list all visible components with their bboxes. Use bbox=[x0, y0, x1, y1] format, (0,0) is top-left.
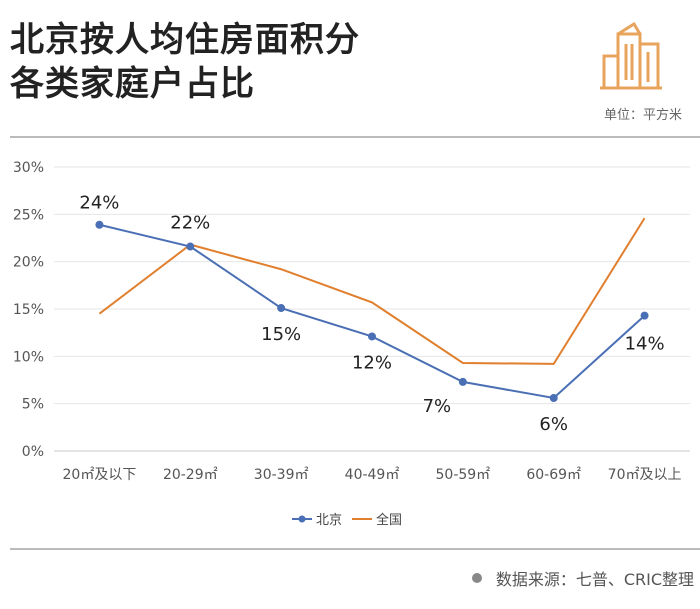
data-label: 12% bbox=[352, 352, 392, 373]
legend-label-beijing: 北京 bbox=[316, 513, 342, 528]
source-note: 数据来源：七普、CRIC整理 bbox=[471, 566, 694, 590]
legend-marker-beijing bbox=[298, 515, 306, 523]
data-label: 24% bbox=[79, 193, 119, 214]
data-point-beijing bbox=[277, 304, 286, 313]
data-label: 15% bbox=[261, 324, 301, 345]
y-tick-label: 20% bbox=[13, 255, 44, 271]
source-text: 数据来源：七普、CRIC整理 bbox=[495, 570, 694, 589]
x-tick-label: 40-49㎡ bbox=[345, 467, 400, 483]
data-label: 22% bbox=[170, 213, 210, 234]
x-tick-label: 50-59㎡ bbox=[436, 467, 491, 483]
unit-label: 单位：平方米 bbox=[603, 108, 682, 123]
y-tick-label: 30% bbox=[13, 160, 44, 176]
data-point-beijing bbox=[186, 242, 195, 251]
data-point-beijing bbox=[95, 220, 104, 229]
data-label: 6% bbox=[539, 414, 568, 435]
top-divider bbox=[10, 136, 700, 138]
title-line-1: 北京按人均住房面积分 bbox=[10, 20, 360, 60]
series-line-national bbox=[98, 217, 646, 365]
chart-title: 北京按人均住房面积分 各类家庭户占比 bbox=[10, 18, 360, 106]
data-point-beijing bbox=[549, 393, 558, 402]
y-tick-label: 10% bbox=[13, 349, 44, 365]
bullet-icon bbox=[471, 573, 482, 583]
legend-label-national: 全国 bbox=[376, 512, 402, 528]
y-tick-label: 0% bbox=[22, 444, 44, 460]
title-line-2: 各类家庭户占比 bbox=[10, 64, 255, 104]
bottom-divider bbox=[10, 548, 700, 550]
x-tick-label: 70㎡及以上 bbox=[608, 467, 682, 483]
y-tick-label: 15% bbox=[13, 302, 44, 318]
data-point-beijing bbox=[368, 332, 376, 341]
data-point-beijing bbox=[640, 311, 649, 320]
data-label: 7% bbox=[423, 396, 452, 417]
x-tick-label: 20㎡及以下 bbox=[63, 467, 137, 483]
x-tick-label: 30-39㎡ bbox=[254, 467, 309, 483]
data-point-beijing bbox=[458, 377, 467, 386]
y-tick-label: 25% bbox=[13, 207, 44, 223]
data-label: 14% bbox=[625, 334, 665, 355]
buildings-icon bbox=[600, 21, 662, 90]
y-tick-label: 5% bbox=[22, 397, 44, 413]
x-tick-label: 60-69㎡ bbox=[526, 467, 581, 483]
line-chart: 0% 5% 10% 15% 20% 25% 30% 20㎡及以下 20-29㎡ 30-39㎡ 40-… bbox=[13, 160, 690, 528]
x-tick-label: 20-29㎡ bbox=[163, 467, 218, 483]
